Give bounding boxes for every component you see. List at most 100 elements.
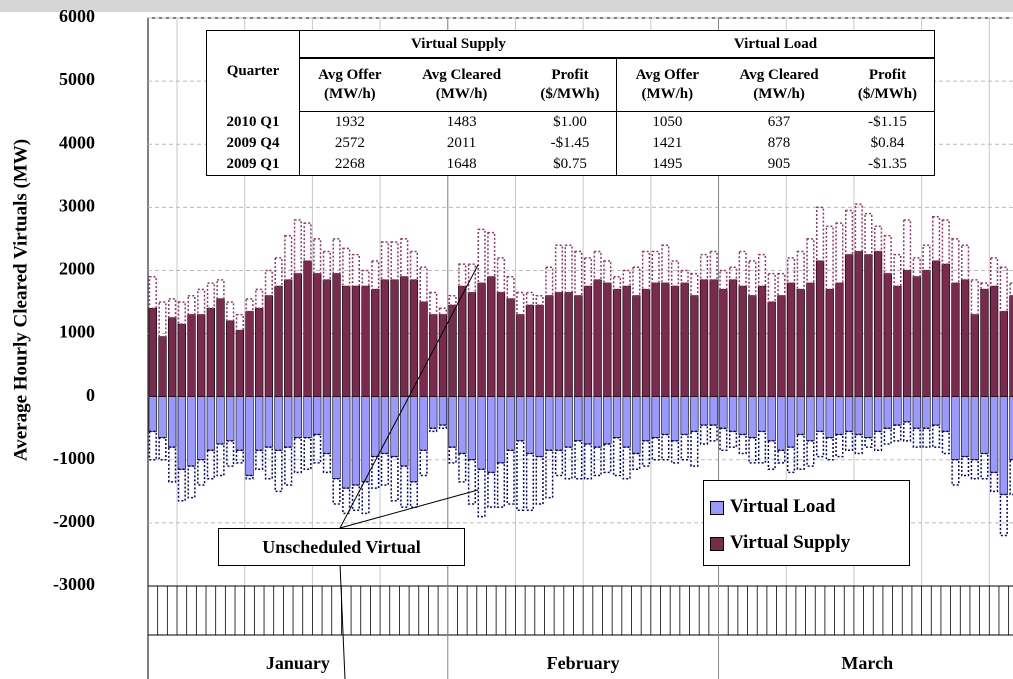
- bar: [815, 396, 825, 432]
- unscheduled-bar: [448, 446, 457, 464]
- bar: [603, 282, 612, 397]
- unscheduled-bar: [400, 238, 409, 278]
- unscheduled-bar: [477, 468, 486, 518]
- bar: [593, 396, 602, 448]
- bar: [980, 396, 989, 454]
- table-cell: 1421: [652, 135, 683, 151]
- unscheduled-bar: [264, 446, 273, 480]
- bar: [690, 295, 699, 397]
- table-cell: 878: [767, 135, 791, 151]
- unscheduled-bar: [458, 452, 467, 483]
- bar: [670, 285, 680, 397]
- bar: [670, 396, 680, 442]
- unscheduled-bar: [284, 446, 293, 486]
- unscheduled-bar: [796, 433, 805, 470]
- bar: [429, 396, 438, 429]
- bar: [989, 396, 999, 473]
- bar: [235, 330, 244, 397]
- bar: [148, 396, 157, 432]
- unscheduled-bar: [516, 291, 525, 316]
- unscheduled-bar: [757, 430, 767, 464]
- unscheduled-bar: [738, 433, 747, 455]
- bar: [960, 396, 970, 457]
- column-header-line: ($/MWh): [857, 86, 918, 102]
- table-row: 2010 Q1 1932 1483 $1.00 1050 637 -$1.15: [206, 111, 935, 133]
- bar: [1009, 396, 1013, 461]
- bar: [177, 396, 186, 470]
- column-header-line: (MW/h): [324, 86, 376, 102]
- bar: [332, 273, 341, 397]
- column-header-line: Avg Offer: [318, 67, 382, 83]
- bar: [506, 396, 515, 451]
- bar: [970, 314, 979, 397]
- bar: [322, 279, 332, 397]
- bar: [825, 396, 834, 438]
- bar: [873, 251, 883, 397]
- column-header-line: (MW/h): [641, 86, 694, 102]
- unscheduled-bar: [951, 238, 960, 284]
- bar: [835, 282, 844, 397]
- bar: [777, 396, 786, 451]
- bar: [525, 304, 535, 397]
- bar: [554, 396, 564, 451]
- y-tick-label: 5000: [59, 69, 95, 89]
- bar: [709, 279, 718, 397]
- bar: [728, 279, 738, 397]
- bar: [148, 308, 157, 397]
- unscheduled-bar: [371, 455, 380, 489]
- unscheduled-bar: [235, 313, 244, 332]
- bar: [303, 260, 312, 397]
- table-cell: -$1.15: [868, 114, 907, 130]
- bar: [535, 396, 544, 457]
- table-row: 2009 Q1 2268 1648 $0.75 1495 905 -$1.35: [206, 154, 935, 176]
- unscheduled-bar: [545, 449, 554, 499]
- unscheduled-bar: [932, 216, 941, 262]
- table-cell: 905: [767, 156, 791, 172]
- unscheduled-bar: [158, 301, 167, 338]
- unscheduled-bar: [690, 272, 699, 297]
- unscheduled-bar: [429, 427, 438, 433]
- unscheduled-bar: [603, 260, 612, 284]
- table-cell: $1.00: [523, 111, 618, 133]
- bar: [390, 279, 399, 397]
- bar: [400, 276, 409, 397]
- unscheduled-bar: [255, 288, 264, 310]
- table-cell: 2011: [446, 135, 477, 151]
- bar: [593, 279, 602, 397]
- bar: [448, 396, 457, 448]
- bar: [467, 292, 477, 397]
- column-header: Profit ($/MWh): [840, 58, 935, 112]
- bar: [303, 396, 312, 438]
- unscheduled-bar: [390, 455, 399, 502]
- unscheduled-bar: [622, 269, 631, 287]
- unscheduled-bar: [1009, 282, 1013, 297]
- unscheduled-bar: [622, 446, 631, 480]
- unscheduled-bar: [458, 263, 467, 287]
- bar: [632, 295, 641, 397]
- bar: [264, 295, 274, 397]
- unscheduled-bar: [777, 272, 786, 297]
- unscheduled-bar: [767, 272, 776, 303]
- unscheduled-bar: [941, 430, 950, 455]
- month-label: March: [841, 653, 893, 673]
- unscheduled-bar: [380, 241, 389, 281]
- unscheduled-bar: [487, 471, 496, 508]
- bar: [728, 396, 738, 432]
- bar: [564, 396, 573, 448]
- unscheduled-bar: [641, 250, 651, 291]
- bar: [574, 396, 583, 442]
- bar: [661, 396, 670, 435]
- bar: [873, 396, 883, 432]
- y-tick-label: -1000: [53, 448, 95, 468]
- legend-swatch: [710, 537, 724, 551]
- bar: [351, 285, 361, 397]
- top-strip: [0, 0, 1013, 12]
- unscheduled-bar: [854, 433, 863, 455]
- column-header-line: Avg Cleared: [422, 67, 502, 83]
- unscheduled-bar: [371, 260, 380, 291]
- unscheduled-bar: [313, 238, 322, 275]
- month-label: January: [266, 653, 330, 673]
- unscheduled-bar: [719, 427, 728, 452]
- bar: [322, 396, 332, 454]
- unscheduled-bar: [293, 219, 302, 275]
